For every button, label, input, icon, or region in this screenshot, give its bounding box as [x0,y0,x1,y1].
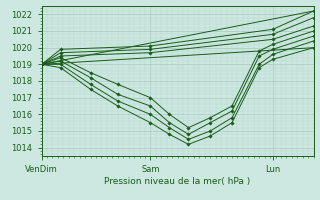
X-axis label: Pression niveau de la mer( hPa ): Pression niveau de la mer( hPa ) [104,177,251,186]
